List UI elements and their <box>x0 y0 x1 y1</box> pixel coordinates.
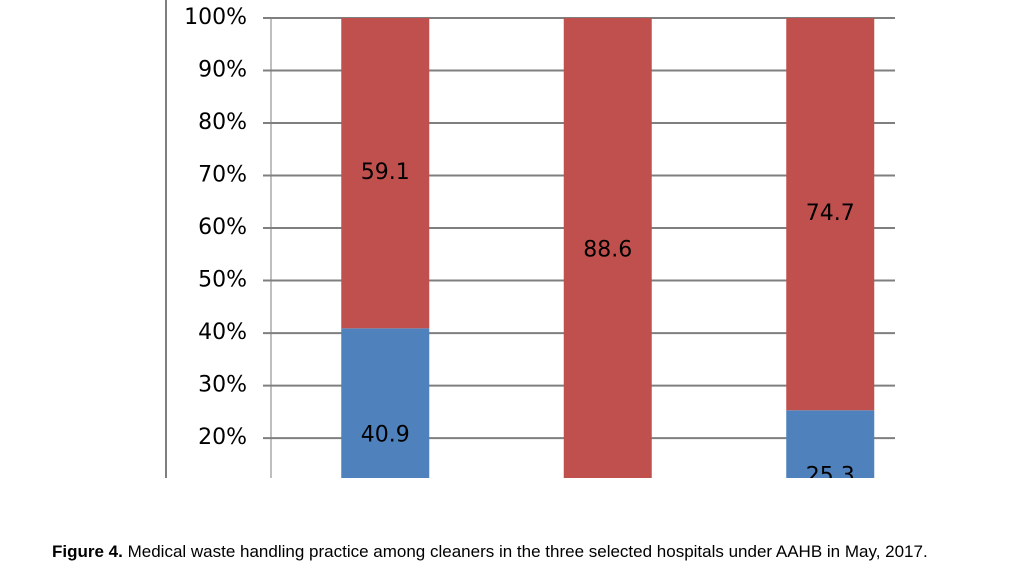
caption-text: Medical waste handling practice among cl… <box>128 542 928 561</box>
data-label: 74.7 <box>806 201 855 226</box>
caption: Figure 4. Medical waste handling practic… <box>52 542 928 561</box>
y-tick-label: 80% <box>198 110 247 135</box>
caption-label: Figure 4. <box>52 542 123 561</box>
data-label: 59.1 <box>361 160 410 185</box>
bar-segment <box>341 328 430 478</box>
y-tick-label: 70% <box>198 163 247 188</box>
bar-segment <box>563 18 652 478</box>
y-tick-label: 20% <box>198 425 247 450</box>
data-label: 40.9 <box>361 423 410 448</box>
y-tick-label: 90% <box>198 58 247 83</box>
bar-segment <box>341 18 430 329</box>
data-label: 25.3 <box>806 464 855 489</box>
y-tick-label: 50% <box>198 268 247 293</box>
bar-segment <box>564 483 652 543</box>
data-label: 88.6 <box>583 238 632 263</box>
y-tick-label: 40% <box>198 320 247 345</box>
y-tick-label: 100% <box>184 5 247 30</box>
bar-segment <box>786 410 875 478</box>
y-tick-label: 60% <box>198 215 247 240</box>
y-tick-label: 30% <box>198 373 247 398</box>
bar-segment <box>786 18 875 411</box>
